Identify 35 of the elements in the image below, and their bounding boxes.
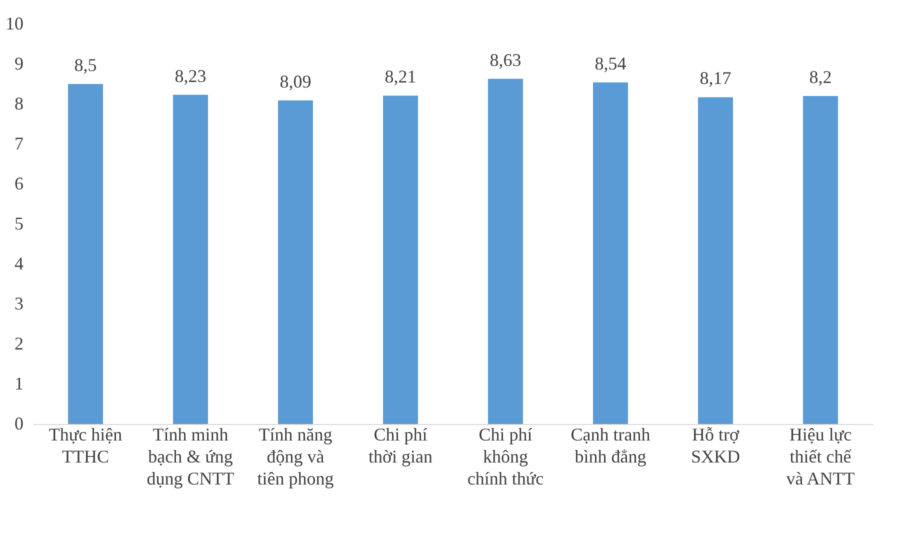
- y-tick-label: 6: [14, 174, 24, 194]
- bar: [68, 84, 103, 424]
- y-tick-label: 7: [14, 134, 24, 154]
- data-label: 8,54: [594, 53, 626, 74]
- x-tick-label: Chi phí thời gian: [368, 424, 433, 466]
- y-tick-label: 4: [14, 254, 24, 274]
- x-tick-label: Tính năng động và tiên phong: [257, 424, 334, 488]
- bar: [383, 96, 418, 424]
- data-label: 8,2: [809, 67, 832, 87]
- data-label: 8,23: [174, 66, 206, 86]
- y-tick-label: 5: [14, 214, 24, 234]
- x-tick-label: Thực hiện TTHC: [48, 424, 122, 466]
- data-label: 8,09: [280, 71, 312, 92]
- y-tick-label: 3: [14, 294, 24, 314]
- x-tick-label: Chi phí không chính thức: [467, 424, 544, 488]
- data-label: 8,17: [700, 68, 732, 88]
- bar: [593, 82, 628, 424]
- y-tick-label: 1: [14, 374, 24, 394]
- bar: [698, 97, 733, 424]
- data-label: 8,21: [384, 66, 416, 87]
- data-label: 8,63: [490, 50, 522, 70]
- data-label: 8,5: [74, 55, 97, 75]
- y-tick-label: 0: [14, 414, 24, 434]
- y-tick-label: 2: [14, 334, 24, 354]
- y-tick-label: 8: [14, 94, 24, 114]
- x-tick-label: Tính minh bạch & ứng dụng CNTT: [146, 424, 234, 488]
- bar: [173, 94, 208, 424]
- x-tick-label: Hiệu lực thiết chế và ANTT: [786, 424, 855, 488]
- bar: [488, 78, 523, 424]
- y-tick-label: 10: [6, 14, 24, 34]
- x-tick-label: Hỗ trợ SXKD: [690, 424, 740, 466]
- bar: [803, 96, 838, 424]
- bar: [278, 100, 313, 424]
- y-tick-label: 9: [14, 54, 24, 74]
- x-tick-label: Cạnh tranh bình đẳng: [570, 424, 650, 466]
